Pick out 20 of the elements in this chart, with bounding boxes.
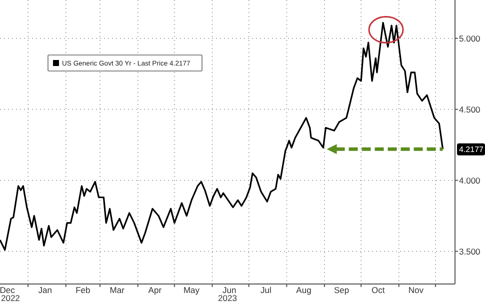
x-tick-label: Sep xyxy=(334,285,350,295)
x-tick-label: Aug xyxy=(296,285,312,295)
x-tick-label: Mar xyxy=(110,285,125,295)
x-tick-label: Oct xyxy=(372,285,386,295)
y-tick-label: 5.000 xyxy=(459,33,481,44)
y-tick-label: 3.500 xyxy=(459,246,481,256)
annotation: 4.2177 xyxy=(459,145,484,154)
x-tick-label: Jun xyxy=(222,285,236,295)
x-tick-label: Feb xyxy=(76,285,91,295)
text: 2023 xyxy=(218,293,238,302)
x-tick-label: Jan xyxy=(38,285,52,295)
x-tick-label: Jul xyxy=(260,285,272,295)
x-tick-label: Dec xyxy=(0,285,16,295)
x-tick-label: Apr xyxy=(148,285,162,295)
text: 2022 xyxy=(1,293,20,302)
line-series xyxy=(0,22,444,251)
y-tick-label: 4.500 xyxy=(459,104,481,114)
y-tick-label: 4.000 xyxy=(459,175,481,186)
x-tick-label: May xyxy=(183,285,200,295)
x-tick-label: Nov xyxy=(408,285,424,295)
